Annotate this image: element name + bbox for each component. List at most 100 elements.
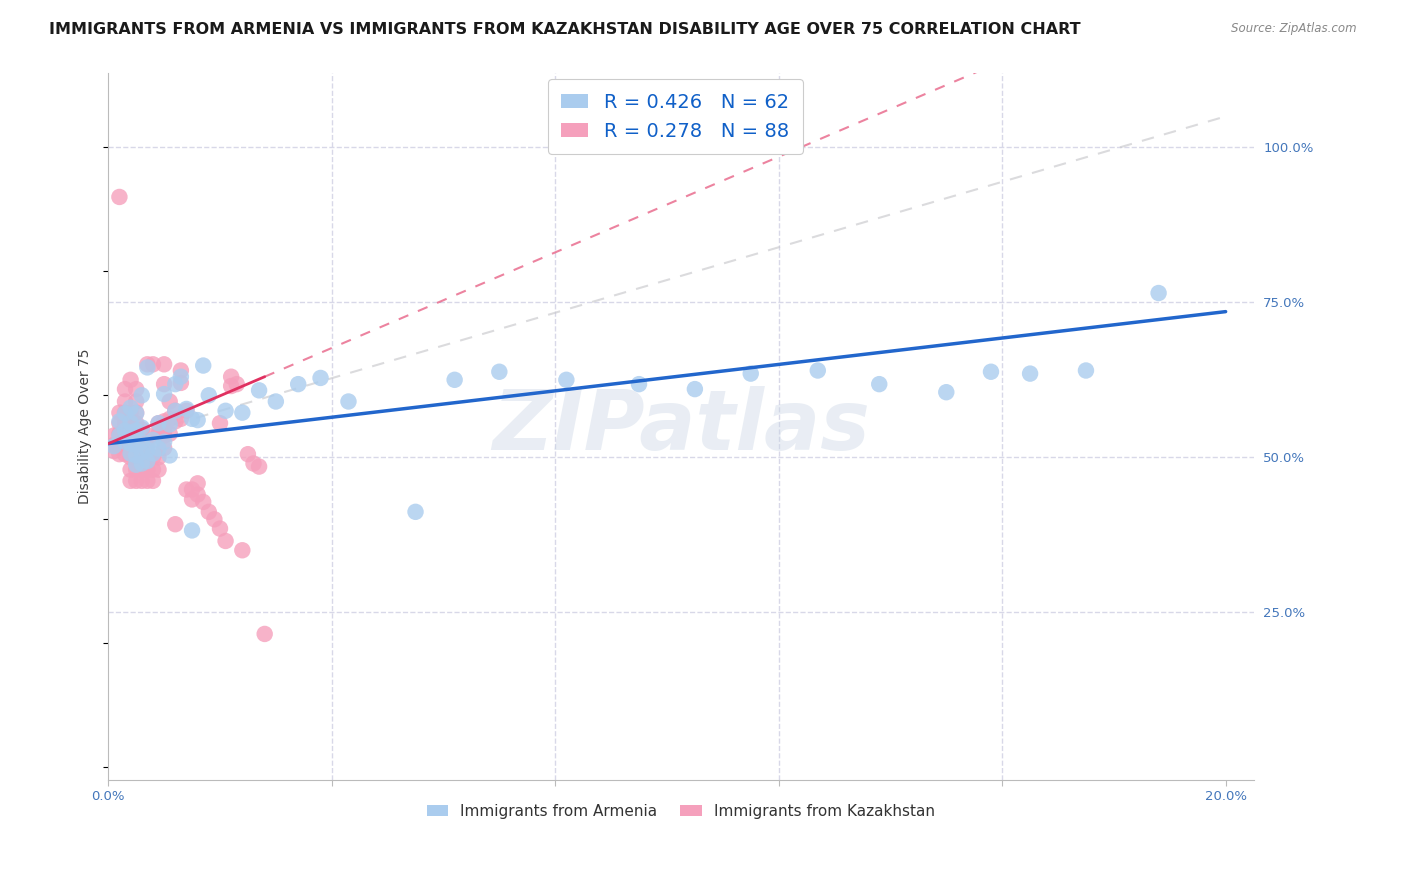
Point	[153, 434, 176, 449]
Point	[868, 377, 890, 392]
Point	[683, 382, 706, 396]
Point	[287, 377, 309, 392]
Point	[740, 367, 762, 381]
Point	[114, 416, 136, 430]
Point	[247, 384, 270, 398]
Point	[198, 505, 221, 519]
Point	[131, 457, 153, 471]
Point	[120, 373, 142, 387]
Point	[1147, 286, 1170, 301]
Point	[142, 463, 165, 477]
Point	[125, 438, 148, 452]
Point	[159, 449, 181, 463]
Point	[176, 401, 198, 416]
Point	[120, 450, 142, 465]
Point	[193, 359, 215, 373]
Point	[181, 412, 204, 426]
Point	[165, 414, 187, 428]
Point	[225, 377, 247, 392]
Point	[120, 416, 142, 430]
Point	[264, 394, 287, 409]
Point	[136, 454, 159, 468]
Point	[1074, 363, 1097, 377]
Point	[131, 434, 153, 449]
Point	[202, 512, 225, 526]
Point	[120, 463, 142, 477]
Point	[125, 426, 148, 441]
Point	[120, 446, 142, 460]
Point	[148, 416, 170, 430]
Point	[103, 439, 125, 453]
Point	[181, 483, 204, 497]
Point	[153, 414, 176, 428]
Point	[120, 426, 142, 441]
Point	[165, 517, 187, 532]
Point	[108, 414, 131, 428]
Point	[114, 438, 136, 452]
Point	[231, 406, 253, 420]
Point	[214, 533, 236, 548]
Point	[807, 363, 830, 377]
Point	[181, 524, 204, 538]
Point	[176, 483, 198, 497]
Point	[131, 463, 153, 477]
Point	[108, 426, 131, 441]
Point	[165, 404, 187, 418]
Point	[208, 522, 231, 536]
Point	[159, 426, 181, 441]
Point	[153, 424, 176, 438]
Point	[159, 417, 181, 432]
Point	[136, 438, 159, 452]
Point	[125, 424, 148, 438]
Text: Source: ZipAtlas.com: Source: ZipAtlas.com	[1232, 22, 1357, 36]
Point	[120, 425, 142, 440]
Point	[309, 371, 332, 385]
Point	[142, 450, 165, 465]
Point	[980, 365, 1002, 379]
Point	[555, 373, 578, 387]
Y-axis label: Disability Age Over 75: Disability Age Over 75	[79, 349, 93, 504]
Point	[443, 373, 465, 387]
Point	[108, 428, 131, 442]
Point	[136, 463, 159, 477]
Point	[170, 369, 193, 384]
Point	[153, 357, 176, 371]
Point	[108, 406, 131, 420]
Legend: Immigrants from Armenia, Immigrants from Kazakhstan: Immigrants from Armenia, Immigrants from…	[420, 797, 941, 825]
Point	[136, 442, 159, 457]
Point	[187, 413, 209, 427]
Point	[125, 474, 148, 488]
Point	[131, 388, 153, 402]
Point	[136, 450, 159, 465]
Point	[114, 434, 136, 449]
Point	[131, 422, 153, 436]
Point	[142, 433, 165, 447]
Point	[131, 438, 153, 452]
Point	[170, 376, 193, 390]
Point	[253, 627, 276, 641]
Point	[136, 357, 159, 371]
Point	[165, 404, 187, 418]
Point	[198, 388, 221, 402]
Point	[131, 445, 153, 459]
Point	[136, 474, 159, 488]
Point	[103, 438, 125, 452]
Point	[219, 379, 242, 393]
Point	[337, 394, 360, 409]
Point	[120, 474, 142, 488]
Point	[231, 543, 253, 558]
Point	[125, 394, 148, 409]
Point	[125, 382, 148, 396]
Point	[120, 436, 142, 450]
Point	[627, 377, 650, 392]
Point	[159, 412, 181, 426]
Point	[114, 447, 136, 461]
Text: IMMIGRANTS FROM ARMENIA VS IMMIGRANTS FROM KAZAKHSTAN DISABILITY AGE OVER 75 COR: IMMIGRANTS FROM ARMENIA VS IMMIGRANTS FR…	[49, 22, 1081, 37]
Point	[114, 426, 136, 441]
Text: ZIPatlas: ZIPatlas	[492, 386, 870, 467]
Point	[142, 474, 165, 488]
Point	[125, 406, 148, 420]
Point	[120, 406, 142, 420]
Point	[219, 369, 242, 384]
Point	[170, 363, 193, 377]
